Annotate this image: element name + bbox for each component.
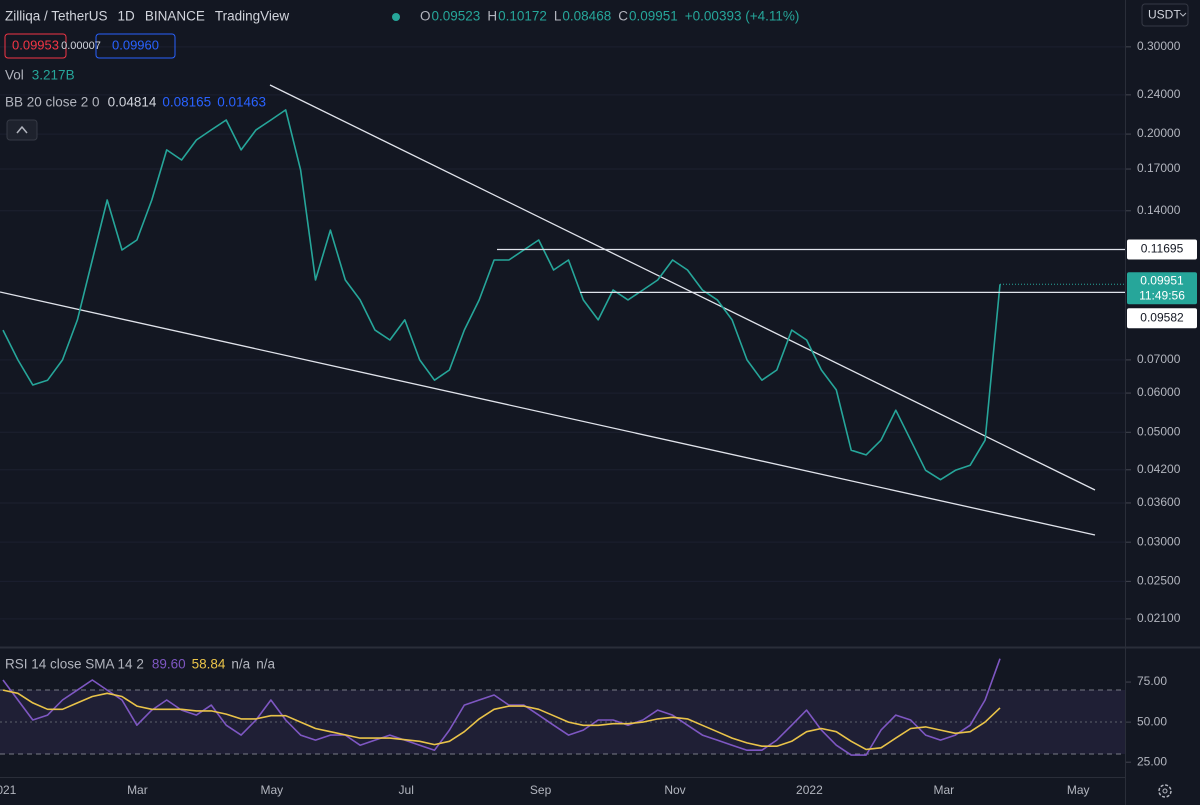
level-tag-label: 0.11695: [1141, 242, 1184, 256]
price-change: +0.00393 (+4.11%): [685, 9, 800, 24]
y-tick-label: 0.04200: [1137, 462, 1181, 476]
level-tag-label: 0.09582: [1140, 310, 1184, 324]
time-axis-label: 2021: [0, 783, 17, 797]
time-axis-label: Nov: [664, 783, 685, 797]
vol-label: Vol: [5, 68, 24, 83]
rsi-legend-value: n/a: [256, 657, 275, 672]
countdown: 11:49:56: [1139, 288, 1185, 302]
y-tick-label: 50.00: [1137, 714, 1167, 728]
exchange: BINANCE: [145, 9, 205, 24]
time-axis-label: May: [1067, 783, 1090, 797]
ask-price[interactable]: 0.09960: [112, 37, 159, 52]
sell-box[interactable]: [4, 33, 67, 59]
time-axis-label: Sep: [530, 783, 552, 797]
grid-layer: [0, 46, 1125, 620]
time-axis-label: Mar: [933, 783, 954, 797]
series-line: [2, 658, 1001, 756]
rsi-legend-value: 89.60: [152, 657, 186, 672]
rsi-band: [0, 690, 1125, 754]
y-tick-label: 0.06000: [1137, 385, 1181, 399]
time-axis-label: Jul: [399, 783, 414, 797]
series-line: [2, 109, 1001, 481]
y-tick-label: 25.00: [1137, 754, 1167, 768]
rsi-legend-value: n/a: [231, 657, 250, 672]
dropdown-icon: [1179, 12, 1187, 17]
level-tag: [1127, 308, 1197, 329]
y-tick-label: 0.20000: [1137, 126, 1181, 140]
source: TradingView: [215, 9, 290, 24]
ohlc-key: H: [487, 9, 497, 24]
y-tick-label: 0.02500: [1137, 574, 1181, 588]
time-axis-label: Mar: [127, 783, 148, 797]
y-tick-label: 0.02100: [1137, 611, 1181, 625]
bid-price[interactable]: 0.09953: [12, 37, 59, 52]
level-tag: [1127, 239, 1197, 260]
ohlc-key: C: [618, 9, 628, 24]
trend-line[interactable]: [269, 84, 1096, 491]
market-status-dot: [392, 13, 400, 21]
bb-value: 0.01463: [217, 95, 266, 110]
y-tick-label: 75.00: [1137, 674, 1167, 688]
currency-dropdown[interactable]: [1141, 3, 1189, 27]
series-line: [2, 689, 1001, 751]
ohlc-key: L: [554, 9, 562, 24]
collapse-button[interactable]: [6, 119, 38, 141]
ohlc-value: 0.09951: [629, 9, 678, 24]
ohlc-value: 0.10172: [498, 9, 547, 24]
settings-icon-core: [1162, 788, 1168, 794]
vol-value: 3.217B: [32, 68, 75, 83]
ohlc-value: 0.08468: [562, 9, 611, 24]
trend-line[interactable]: [0, 291, 1096, 536]
y-tick-label: 0.07000: [1137, 352, 1181, 366]
y-tick-label: 0.30000: [1137, 39, 1181, 53]
y-tick-label: 0.24000: [1137, 87, 1181, 101]
symbol: Zilliqa / TetherUS: [5, 9, 108, 24]
bb-label: BB 20 close 2 0: [5, 95, 100, 110]
ohlc-value: 0.09523: [432, 9, 481, 24]
plot-layer: [2, 109, 1125, 756]
collapse-icon: [16, 125, 28, 134]
interval: 1D: [118, 9, 136, 24]
last-price-label: 0.09951: [1140, 273, 1184, 287]
spread: 0.00007: [61, 40, 101, 52]
currency[interactable]: USDT: [1148, 8, 1181, 22]
y-tick-label: 0.05000: [1137, 424, 1181, 438]
rsi-legend-value: 58.84: [192, 657, 226, 672]
y-tick-label: 0.03000: [1137, 534, 1181, 548]
last-price-tag: [1127, 272, 1197, 305]
rsi-title: RSI 14 close SMA 14 2: [5, 657, 144, 672]
time-axis-label: May: [260, 783, 283, 797]
bb-value: 0.04814: [108, 95, 157, 110]
settings-icon[interactable]: [1158, 784, 1172, 798]
ohlc-key: O: [420, 9, 431, 24]
buy-box[interactable]: [95, 33, 176, 59]
bb-value: 0.08165: [162, 95, 211, 110]
y-tick-label: 0.14000: [1137, 203, 1181, 217]
y-tick-label: 0.17000: [1137, 161, 1181, 175]
y-tick-label: 0.03600: [1137, 495, 1181, 509]
time-axis-label: 2022: [796, 783, 823, 797]
